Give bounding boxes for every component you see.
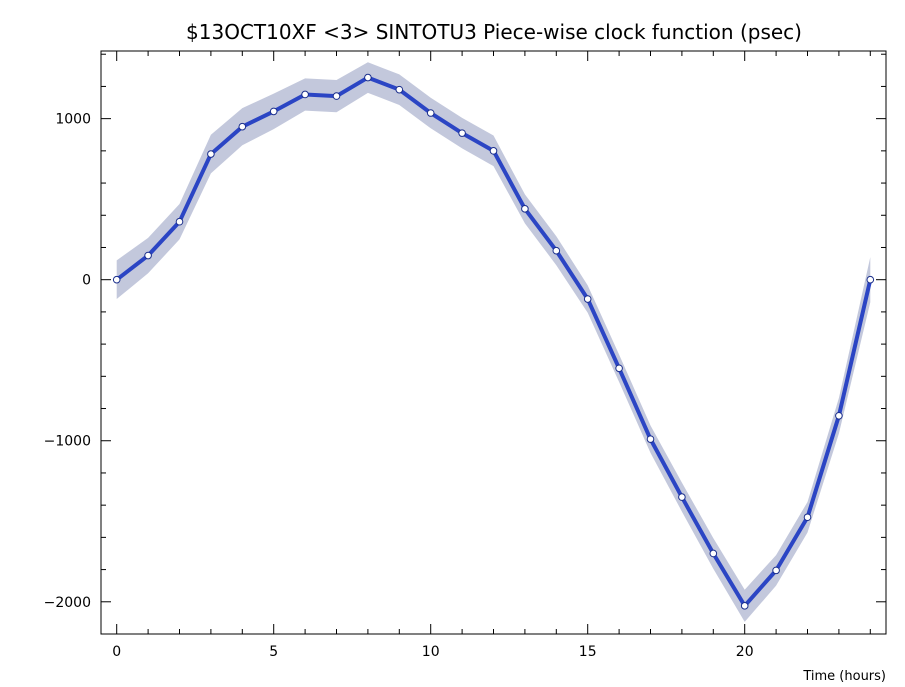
x-tick-label: 0	[112, 644, 121, 660]
y-tick-label: −2000	[44, 595, 91, 611]
x-tick-label: 5	[269, 644, 278, 660]
data-point	[238, 122, 247, 131]
data-point	[646, 435, 655, 443]
data-point	[458, 129, 466, 137]
data-point	[835, 411, 843, 420]
y-tick-label: 1000	[55, 112, 91, 128]
data-point	[521, 205, 529, 213]
data-point	[175, 217, 184, 226]
data-point	[678, 493, 686, 501]
data-point	[552, 246, 561, 255]
data-point	[332, 92, 341, 100]
x-tick-label: 20	[736, 644, 754, 660]
data-point	[489, 147, 498, 155]
data-point	[615, 364, 623, 373]
data-point	[772, 566, 780, 575]
y-tick-label: −1000	[44, 434, 91, 450]
data-point	[301, 90, 309, 99]
uncertainty-band-0	[116, 62, 871, 622]
x-axis-label: Time (hours)	[802, 669, 886, 684]
x-tick-label: 10	[422, 644, 440, 660]
data-point	[207, 150, 215, 158]
data-series	[112, 73, 875, 610]
data-point	[740, 602, 749, 610]
data-point	[426, 109, 435, 117]
data-point	[866, 275, 875, 284]
axes: 0 5 10 15 20 −2000 −1000 0 1000	[44, 50, 887, 660]
data-point	[395, 85, 404, 94]
data-point	[144, 251, 152, 260]
data-point	[112, 275, 121, 284]
data-point	[269, 107, 278, 116]
y-tick-label: 0	[82, 273, 91, 289]
data-point	[803, 513, 812, 522]
x-tick-label: 15	[579, 644, 597, 660]
data-point	[583, 295, 592, 303]
data-point	[709, 549, 718, 558]
uncertainty-band	[116, 62, 871, 622]
data-point	[364, 73, 372, 82]
chart-title: $13OCT10XF <3> SINTOTU3 Piece-wise clock…	[186, 20, 802, 44]
